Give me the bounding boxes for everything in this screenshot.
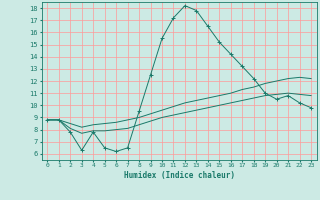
X-axis label: Humidex (Indice chaleur): Humidex (Indice chaleur) bbox=[124, 171, 235, 180]
